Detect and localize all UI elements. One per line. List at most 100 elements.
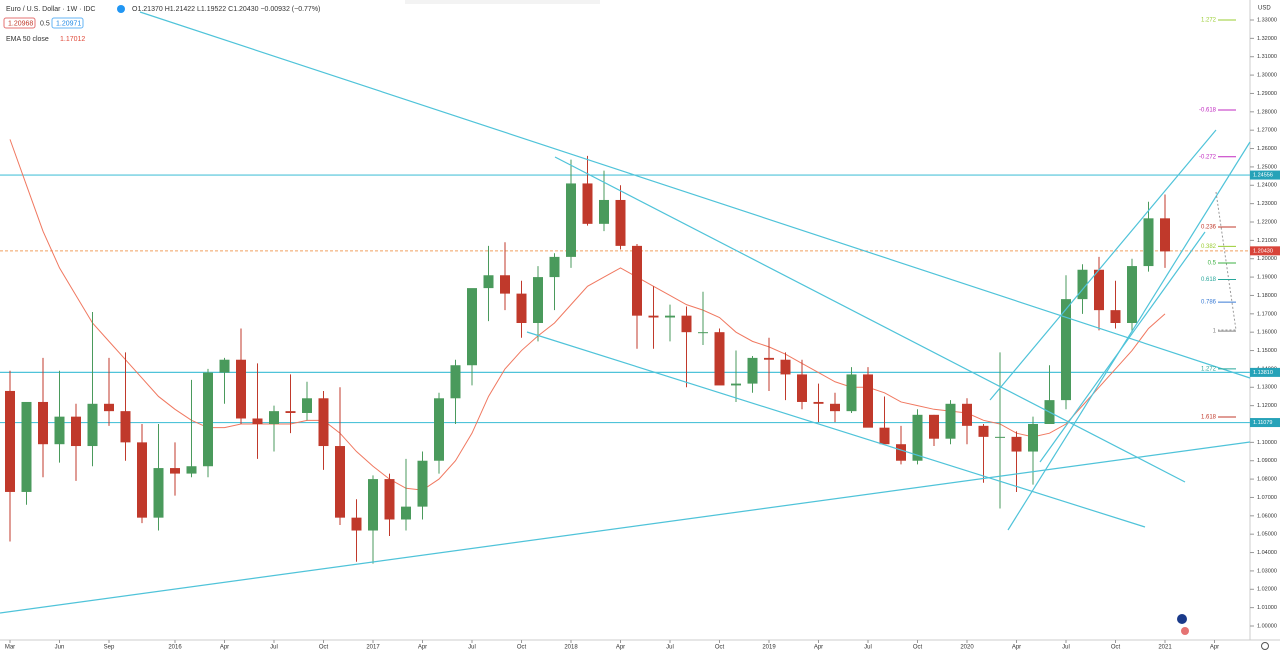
last-price-label: 1.20430 (1253, 248, 1273, 254)
candle-body (368, 479, 378, 531)
fib-label: 1 (1213, 329, 1217, 335)
y-tick-label: 1.16000 (1257, 330, 1277, 336)
x-tick-label: Oct (517, 645, 527, 651)
candle-body (665, 315, 675, 318)
event-icon[interactable] (1181, 627, 1189, 635)
y-tick-label: 1.09000 (1257, 458, 1277, 464)
candle-body (615, 199, 626, 246)
x-tick-label: 2018 (564, 645, 578, 651)
y-tick-label: 1.32000 (1257, 36, 1277, 42)
candle-body (797, 374, 807, 402)
bid: 1.20968 (8, 20, 33, 27)
candle-body (401, 506, 411, 520)
y-tick-label: 1.27000 (1257, 128, 1277, 134)
y-tick-label: 1.03000 (1257, 568, 1277, 574)
last-price-tag (1250, 246, 1280, 256)
candle-body (978, 425, 989, 437)
y-tick-label: 1.20000 (1257, 256, 1277, 262)
candle-body (648, 315, 659, 318)
candle-body (434, 398, 444, 461)
candle-body (731, 383, 741, 386)
y-tick-label: 1.29000 (1257, 91, 1277, 97)
x-tick-label: Jul (468, 645, 476, 651)
bid-box[interactable] (3, 17, 36, 29)
candle-body (1127, 266, 1137, 323)
x-tick-label: Apr (616, 645, 625, 651)
candle-body (137, 442, 147, 518)
candle-body (252, 418, 263, 424)
ask-box[interactable] (51, 17, 84, 29)
event-icon[interactable] (1177, 614, 1187, 624)
candle-body (830, 403, 840, 412)
x-tick-label: Jun (55, 645, 65, 651)
level-label: 1.11079 (1253, 420, 1272, 426)
candle-body (995, 436, 1005, 438)
candle-body (153, 468, 164, 518)
y-tick-label: 1.33000 (1257, 17, 1277, 23)
trendline (0, 441, 1251, 614)
x-tick-label: Oct (715, 645, 725, 651)
x-tick-label: Apr (418, 645, 427, 651)
channel-line (989, 129, 1217, 401)
x-tick-label: Mar (5, 645, 15, 651)
trendlines (0, 11, 1251, 614)
x-tick-label: Jul (1062, 645, 1070, 651)
candle-body (269, 411, 279, 424)
y-tick-label: 1.02000 (1257, 587, 1277, 593)
market-status[interactable] (117, 5, 125, 13)
level-tag (1250, 170, 1280, 180)
y-tick-label: 1.24000 (1257, 183, 1277, 189)
x-tick-label: 2019 (762, 645, 776, 651)
candle-body (21, 401, 32, 492)
trendline (139, 11, 1251, 379)
y-tick-label: 1.22000 (1257, 219, 1277, 225)
y-tick-label: 1.08000 (1257, 477, 1277, 483)
channel-line (1007, 141, 1251, 531)
candle-body (71, 416, 81, 447)
candle-body (780, 359, 791, 375)
candle-body (1011, 436, 1022, 452)
ask: 1.20971 (56, 20, 81, 27)
candle-body (929, 414, 939, 439)
candle-body (1077, 269, 1088, 300)
candle-body (714, 332, 725, 386)
y-tick-label: 1.21000 (1257, 238, 1277, 244)
y-tick-label: 1.23000 (1257, 201, 1277, 207)
fib-label: 0.382 (1201, 244, 1217, 250)
fib-label: 1.272 (1201, 366, 1217, 372)
x-tick-label: Oct (319, 645, 329, 651)
candle-body (896, 444, 906, 461)
toolbar-tab[interactable] (405, 0, 600, 4)
y-tick-label: 1.31000 (1257, 54, 1277, 60)
candle-body (417, 460, 428, 507)
y-tick-label: 1.01000 (1257, 605, 1277, 611)
x-tick-label: Sep (104, 645, 115, 651)
fib-label: 0.236 (1201, 225, 1217, 231)
candle-body (747, 357, 758, 384)
x-tick-label: Jul (270, 645, 278, 651)
candle-body (500, 275, 510, 294)
candle-body (863, 374, 873, 428)
candle-body (912, 414, 923, 461)
x-tick-label: 2016 (168, 645, 182, 651)
candle-body (236, 359, 246, 419)
y-tick-label: 1.00000 (1257, 623, 1277, 629)
settings-icon[interactable] (1261, 642, 1269, 650)
currency: USD (1258, 6, 1271, 12)
fib-label: -0.272 (1199, 154, 1217, 160)
fib-label: 0.5 (1208, 261, 1217, 267)
candle-body (318, 398, 329, 447)
candle-body (219, 359, 230, 373)
channel-line (1039, 231, 1206, 463)
candle-body (1094, 269, 1104, 311)
candle-body (879, 427, 890, 445)
x-tick-label: Oct (913, 645, 923, 651)
x-tick-label: Apr (1210, 645, 1219, 651)
candle-body (698, 332, 708, 334)
candle-body (945, 403, 956, 439)
y-tick-label: 1.07000 (1257, 495, 1277, 501)
candle-body (846, 374, 857, 412)
candle-body (566, 183, 576, 257)
